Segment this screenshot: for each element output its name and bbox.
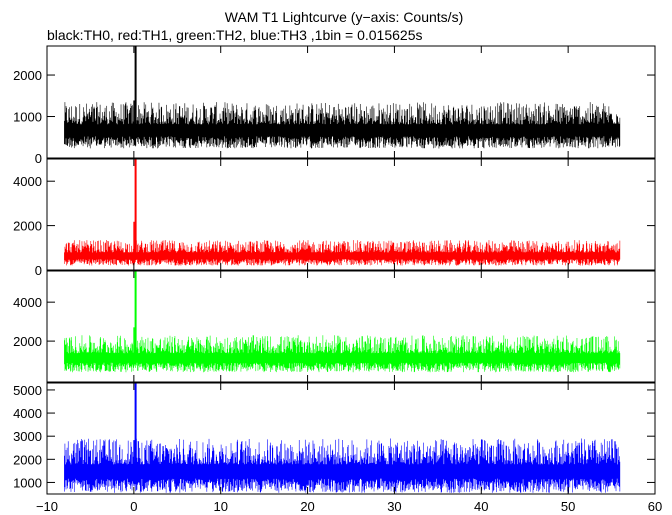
chart-subtitle: black:TH0, red:TH1, green:TH2, blue:TH3 … bbox=[47, 27, 422, 43]
y-tick-label: 5000 bbox=[13, 383, 42, 398]
panel-th0: 0 1000 2000 bbox=[13, 45, 656, 166]
panel-frame bbox=[46, 45, 656, 159]
panel-th2: 2000 4000 bbox=[13, 270, 656, 383]
x-tick-label: 0 bbox=[130, 499, 137, 514]
y-tick-label: 0 bbox=[35, 263, 42, 278]
x-tick-label: 50 bbox=[561, 499, 575, 514]
x-tick-label: 40 bbox=[474, 499, 488, 514]
y-tick-label: 4000 bbox=[13, 406, 42, 421]
y-tick-label: 2000 bbox=[13, 219, 42, 234]
x-axis: −10 0 10 20 30 40 50 60 bbox=[36, 499, 662, 514]
y-tick-label: 3000 bbox=[13, 429, 42, 444]
series-th0-trace bbox=[64, 102, 621, 149]
x-tick-label: 60 bbox=[648, 499, 662, 514]
panels-group: 0 1000 2000 0 2000 4000 2000 4000 1000 2000 3000 40… bbox=[13, 45, 656, 495]
x-tick-label: 30 bbox=[387, 499, 401, 514]
panel-frame bbox=[46, 158, 656, 271]
x-tick-label: 10 bbox=[213, 499, 227, 514]
series-th2-trace bbox=[64, 335, 621, 373]
y-tick-label: 1000 bbox=[13, 110, 42, 125]
x-tick-label: −10 bbox=[36, 499, 58, 514]
y-tick-label: 2000 bbox=[13, 452, 42, 467]
y-tick-label: 4000 bbox=[13, 174, 42, 189]
series-th3-trace bbox=[64, 438, 621, 493]
x-tick-label: 20 bbox=[300, 499, 314, 514]
panel-th1: 0 2000 4000 bbox=[13, 158, 656, 278]
panel-frame bbox=[46, 382, 656, 495]
panel-frame bbox=[46, 270, 656, 383]
y-tick-label: 2000 bbox=[13, 68, 42, 83]
panel-th3: 1000 2000 3000 4000 5000 bbox=[13, 382, 656, 495]
y-tick-label: 0 bbox=[35, 151, 42, 166]
y-tick-label: 2000 bbox=[13, 334, 42, 349]
series-th1-trace bbox=[64, 240, 621, 266]
y-tick-label: 1000 bbox=[13, 475, 42, 490]
chart-title: WAM T1 Lightcurve (y−axis: Counts/s) bbox=[225, 9, 463, 25]
y-tick-label: 4000 bbox=[13, 295, 42, 310]
